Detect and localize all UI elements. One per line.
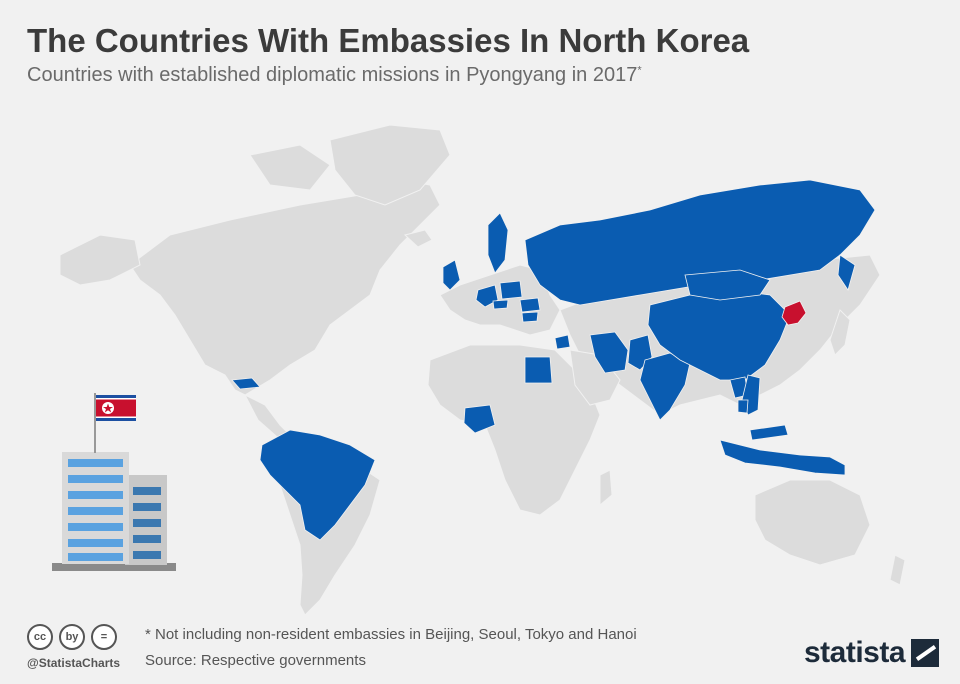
map-country-syria <box>554 334 571 350</box>
map-country-russia <box>524 179 876 306</box>
map-country-poland <box>499 280 523 300</box>
creative-commons-icon: cc <box>27 624 53 650</box>
map-country-brazil <box>259 429 376 541</box>
map-country-romania <box>519 297 541 313</box>
no-derivatives-icon: = <box>91 624 117 650</box>
embassy-building-icon <box>52 393 176 571</box>
map-country-cuba <box>231 377 261 390</box>
map-country-indonesia <box>719 439 846 476</box>
map-land-africa <box>427 344 601 516</box>
map-country-nigeria <box>463 404 496 434</box>
statista-wordmark: statista <box>804 636 906 669</box>
social-handle[interactable]: @StatistaCharts <box>27 656 121 670</box>
map-land-madagascar <box>599 469 613 507</box>
map-land-alaska <box>59 234 141 286</box>
map-country-iran <box>589 331 629 374</box>
attribution-icon: by <box>59 624 85 650</box>
map-land-greenland <box>329 124 451 206</box>
statista-logo-icon <box>911 639 940 667</box>
map-country-india <box>639 352 691 421</box>
map-country-malaysia <box>749 424 789 441</box>
footnote: * Not including non-resident embassies i… <box>145 626 637 643</box>
map-land-canada-islands <box>249 144 331 191</box>
page-title: The Countries With Embassies In North Ko… <box>27 22 750 59</box>
license-icons: cc by = <box>27 624 117 650</box>
statista-logo[interactable]: statista <box>804 636 940 670</box>
world-map <box>52 124 906 616</box>
map-country-czech <box>492 299 509 310</box>
map-country-sweden <box>487 212 509 274</box>
map-country-united-kingdom <box>442 259 461 291</box>
map-country-russia-kamchatka <box>837 254 856 291</box>
map-country-mongolia <box>684 269 771 301</box>
map-land-australia <box>754 479 871 566</box>
map-land-iceland <box>403 229 433 248</box>
map-country-germany <box>475 284 499 308</box>
source-note: Source: Respective governments <box>145 652 366 669</box>
map-country-bulgaria <box>521 311 539 323</box>
page-subtitle: Countries with established diplomatic mi… <box>27 64 642 86</box>
map-country-north-korea <box>781 300 807 326</box>
map-country-cambodia <box>737 399 749 414</box>
map-land-north-america <box>129 179 441 396</box>
map-country-egypt <box>524 356 553 384</box>
north-korea-flag-icon <box>96 395 136 421</box>
map-land-new-zealand <box>889 554 906 586</box>
map-land-japan <box>829 309 851 356</box>
